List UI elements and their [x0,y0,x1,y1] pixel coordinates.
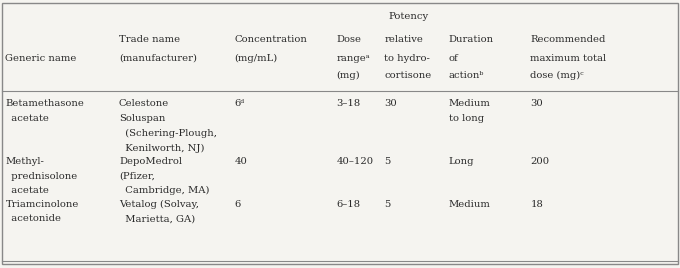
Text: 40–120: 40–120 [337,157,374,166]
Text: 6: 6 [235,200,241,209]
Text: cortisone: cortisone [384,71,431,80]
Text: acetate: acetate [5,114,50,123]
Text: Betamethasone: Betamethasone [5,99,84,108]
Text: Methyl-: Methyl- [5,157,44,166]
Text: 3–18: 3–18 [337,99,361,108]
Text: Duration: Duration [449,35,494,44]
Text: Kenilworth, NJ): Kenilworth, NJ) [119,143,205,152]
Text: 5: 5 [384,200,390,209]
Text: Medium: Medium [449,99,491,108]
Text: (mg/mL): (mg/mL) [235,54,278,63]
Text: Triamcinolone: Triamcinolone [5,200,79,209]
Text: relative: relative [384,35,423,44]
Text: Recommended: Recommended [530,35,606,44]
Text: (Pfizer,: (Pfizer, [119,172,155,181]
Text: Generic name: Generic name [5,54,77,63]
Text: actionᵇ: actionᵇ [449,71,484,80]
Text: Dose: Dose [337,35,362,44]
Text: Cambridge, MA): Cambridge, MA) [119,186,209,195]
Text: 5: 5 [384,157,390,166]
Text: to hydro-: to hydro- [384,54,430,63]
Text: (Schering-Plough,: (Schering-Plough, [119,129,217,138]
Text: Long: Long [449,157,475,166]
Text: dose (mg)ᶜ: dose (mg)ᶜ [530,71,584,80]
Text: Soluspan: Soluspan [119,114,165,123]
Text: 6–18: 6–18 [337,200,360,209]
Text: maximum total: maximum total [530,54,607,63]
Text: to long: to long [449,114,484,123]
Text: 30: 30 [384,99,397,108]
Text: Concentration: Concentration [235,35,307,44]
Text: of: of [449,54,458,63]
Text: Marietta, GA): Marietta, GA) [119,214,195,224]
Text: 6ᵈ: 6ᵈ [235,99,245,108]
Text: Potency: Potency [388,12,428,21]
Text: prednisolone: prednisolone [5,172,78,181]
Text: Celestone: Celestone [119,99,169,108]
Text: Medium: Medium [449,200,491,209]
Text: acetonide: acetonide [5,214,61,224]
Text: rangeᵃ: rangeᵃ [337,54,370,63]
Text: 18: 18 [530,200,543,209]
Text: 40: 40 [235,157,248,166]
Text: DepoMedrol: DepoMedrol [119,157,182,166]
Text: acetate: acetate [5,186,50,195]
Text: Trade name: Trade name [119,35,180,44]
Text: 200: 200 [530,157,549,166]
Text: (manufacturer): (manufacturer) [119,54,197,63]
Text: 30: 30 [530,99,543,108]
Text: Vetalog (Solvay,: Vetalog (Solvay, [119,200,199,209]
Text: (mg): (mg) [337,71,360,80]
